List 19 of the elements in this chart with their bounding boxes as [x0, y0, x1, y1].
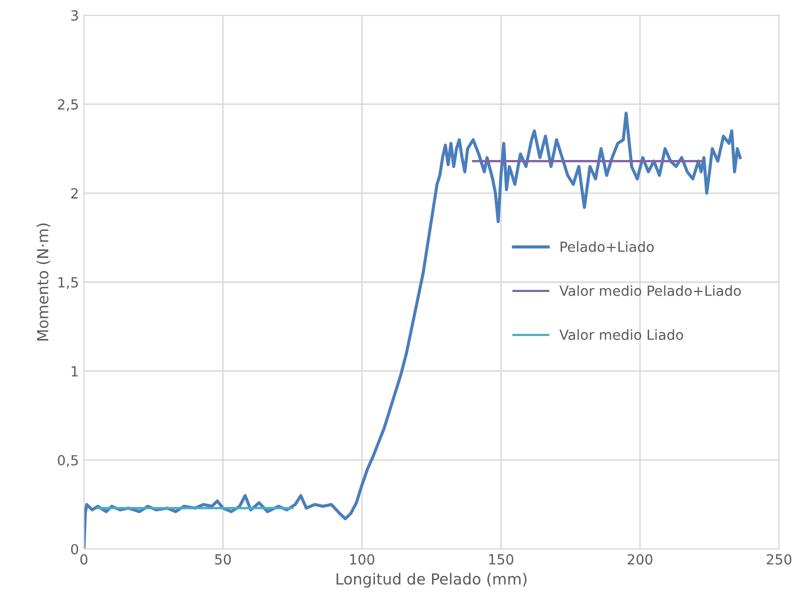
- line-series: [84, 112, 742, 549]
- x-tick-label: 250: [766, 554, 792, 565]
- x-axis-title: Longitud de Pelado (mm): [336, 572, 526, 588]
- y-tick-label: 1: [72, 366, 78, 376]
- y-tick-label: 2: [71, 188, 78, 198]
- y-axis-title: Momento (N·m): [36, 224, 50, 341]
- x-tick-label: 50: [215, 554, 231, 565]
- x-tick-label: 150: [489, 554, 514, 565]
- y-tick-label: 1,5: [58, 277, 78, 290]
- y-tick-label: 0,5: [58, 455, 78, 467]
- legend-label: Pelado+Liado: [560, 241, 654, 252]
- x-tick-label: 200: [628, 554, 652, 565]
- x-tick-label: 0: [80, 554, 88, 565]
- x-tick-label: 100: [350, 554, 374, 565]
- y-tick-label: 2,5: [58, 99, 78, 112]
- y-tick-label: 3: [71, 10, 78, 21]
- legend-label: Valor medio Pelado+Liado: [559, 285, 741, 296]
- y-tick-label: 0: [71, 544, 78, 554]
- legend-label: Valor medio Liado: [559, 329, 684, 340]
